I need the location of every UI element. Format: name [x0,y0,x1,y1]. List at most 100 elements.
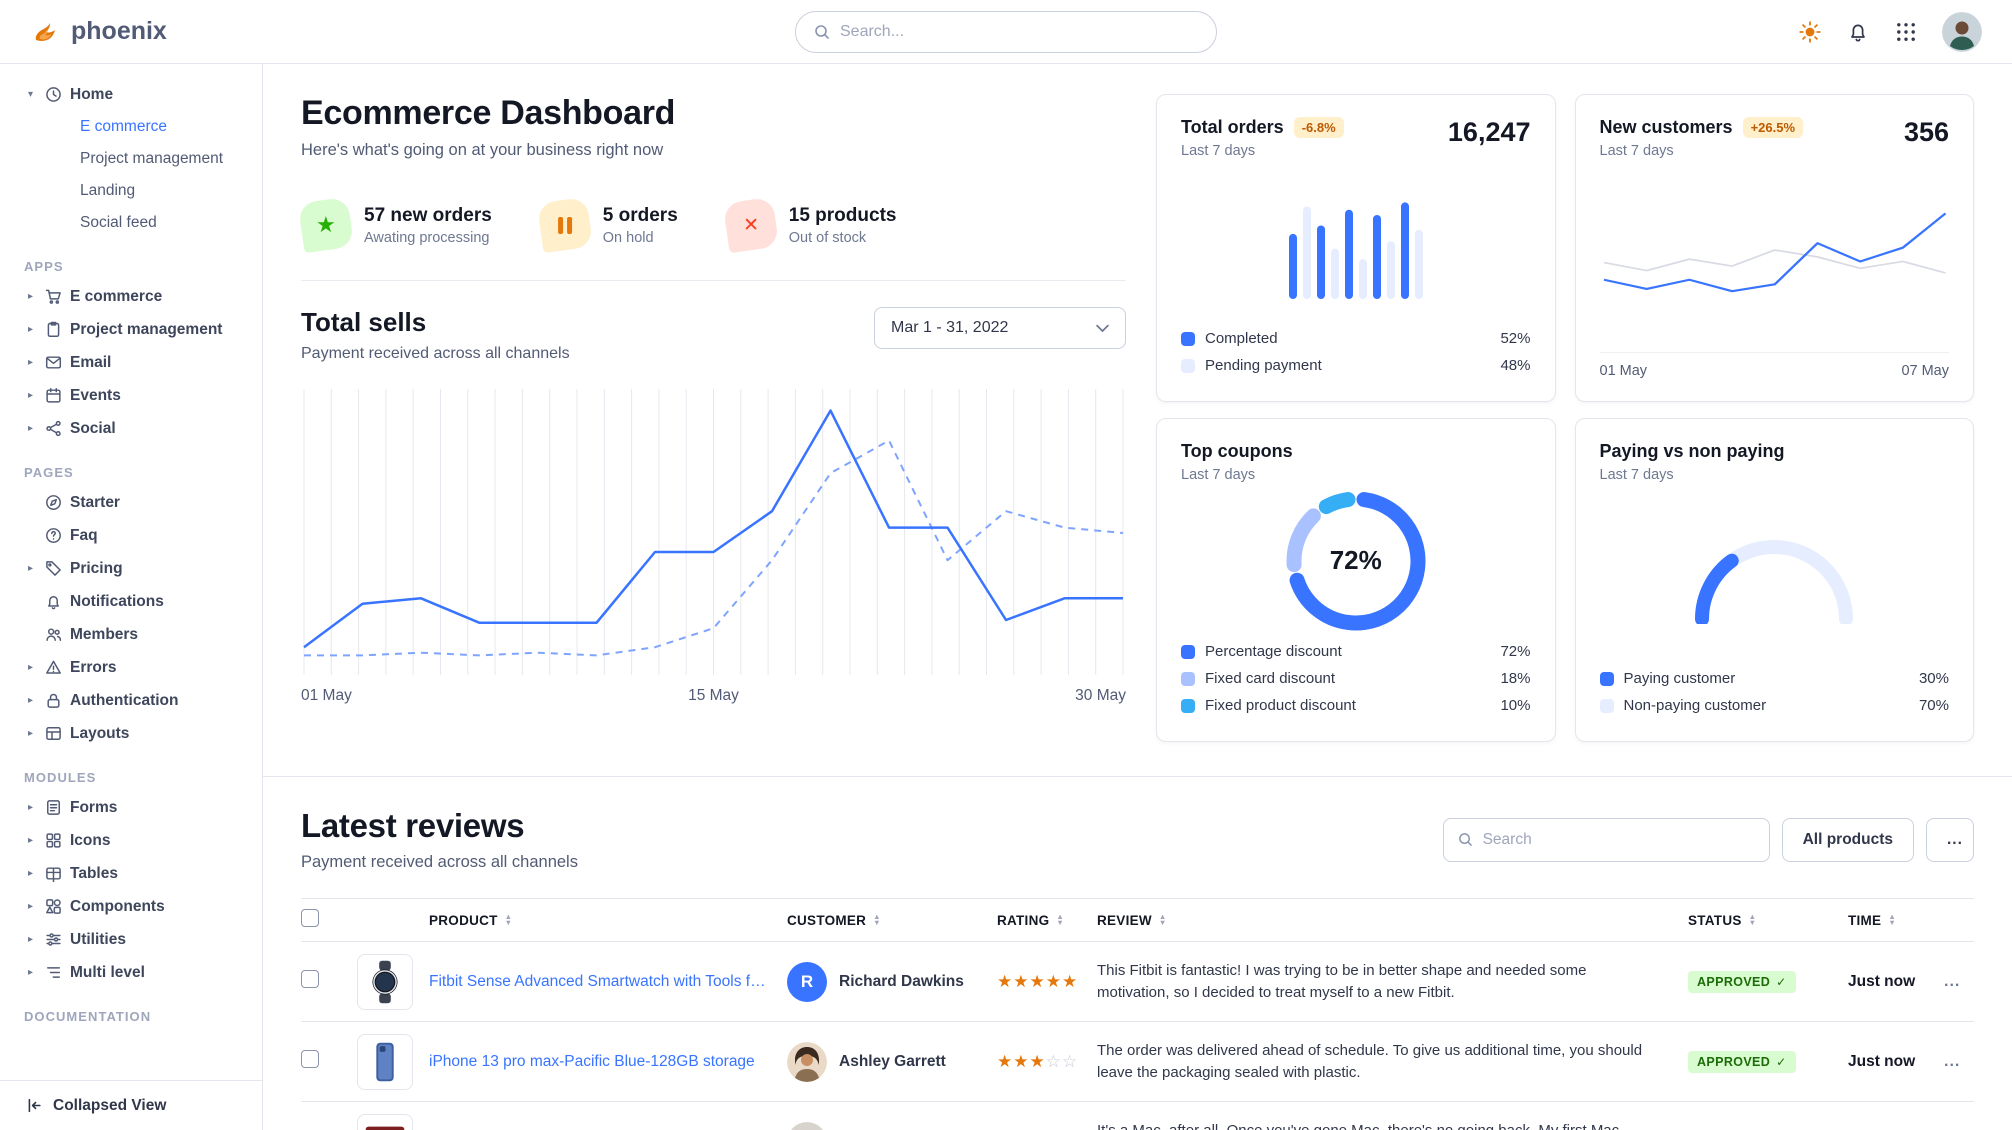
stat-new-orders: ★ 57 new orders Awating processing [297,196,492,254]
sidebar-item-utilities[interactable]: ▸ Utilities [24,923,242,956]
sort-icon: ▲ ▼ [873,911,881,927]
sidebar-item-ecommerce-app[interactable]: ▸ E commerce [24,280,242,313]
sidebar-item-errors[interactable]: ▸ Errors [24,651,242,684]
column-header-rating[interactable]: RATING ▲ ▼ [997,911,1065,928]
chevron-right-icon: ▸ [27,291,34,302]
cart-icon [45,288,62,305]
column-header-time[interactable]: TIME ▲ ▼ [1848,911,1897,928]
sidebar-item-forms[interactable]: ▸ Forms [24,791,242,824]
sidebar-item-home[interactable]: ▾ Home [24,78,242,111]
sidebar-item-multi-level[interactable]: ▸ Multi level [24,956,242,989]
sliders-icon [45,931,62,948]
sidebar-item-landing[interactable]: Landing [80,182,136,199]
sidebar-item-email[interactable]: ▸ Email [24,346,242,379]
check-icon: ✓ [1776,974,1787,989]
select-all-checkbox[interactable] [301,908,319,927]
sidebar-item-pricing[interactable]: ▸ Pricing [24,552,242,585]
compass-icon [45,494,62,511]
sidebar-nav: ▾ Home E commerce Project management Lan… [0,64,262,1025]
sidebar-section-modules: MODULES [24,770,97,785]
row-actions-button[interactable]: ... [1944,1052,1961,1070]
sidebar-item-events[interactable]: ▸ Events [24,379,242,412]
sidebar-item-ecommerce[interactable]: E commerce [80,118,167,135]
sun-icon [1798,20,1822,44]
apps-menu-button[interactable] [1894,20,1918,44]
search-input[interactable] [840,22,1198,41]
main-content: Ecommerce Dashboard Here's what's going … [263,64,2012,1130]
sidebar-item-components[interactable]: ▸ Components [24,890,242,923]
table-row: Fitbit Sense Advanced Smartwatch with To… [301,942,1974,1022]
sidebar-item-tables[interactable]: ▸ Tables [24,857,242,890]
chevron-down-icon [1096,324,1109,333]
chevron-right-icon: ▸ [27,868,34,879]
sidebar-item-project-management[interactable]: Project management [80,150,224,167]
calendar-icon [45,387,62,404]
total-sells-subtitle: Payment received across all channels [301,345,570,362]
theme-toggle-button[interactable] [1798,20,1822,44]
sidebar-item-authentication[interactable]: ▸ Authentication [24,684,242,717]
mail-icon [45,354,62,371]
legend-swatch [1181,331,1195,346]
user-avatar[interactable] [1942,11,1982,52]
dashboard-left: Ecommerce Dashboard Here's what's going … [297,94,1126,742]
sidebar-item-faq[interactable]: Faq [24,519,242,552]
global-search[interactable] [795,10,1217,53]
customer-name: Ashley Garrett [839,1052,946,1070]
sidebar-item-social-feed[interactable]: Social feed [80,214,157,231]
total-orders-value: 16,247 [1447,117,1531,147]
top-coupons-donut-chart [1286,491,1426,631]
legend-swatch [1599,698,1614,713]
date-range-select[interactable]: Mar 1 - 31, 2022 [874,307,1126,349]
brand[interactable]: phoenix [30,16,167,48]
page-subtitle: Here's what's going on at your business … [301,141,664,159]
clock-icon [45,86,62,103]
sidebar-item-notifications[interactable]: Notifications [24,585,242,618]
reviews-search[interactable] [1442,817,1770,862]
sort-icon: ▲ ▼ [1056,911,1065,927]
more-options-button[interactable]: ... [1926,817,1974,862]
row-checkbox[interactable] [301,1050,319,1068]
sidebar-item-members[interactable]: Members [24,618,242,651]
notifications-button[interactable] [1846,20,1870,44]
legend-item: Paying customer 30% [1599,665,1949,692]
chevron-right-icon: ▸ [27,563,34,574]
product-link[interactable]: iPhone 13 pro max-Pacific Blue-128GB sto… [429,1052,755,1070]
column-header-review[interactable]: REVIEW ▲ ▼ [1097,911,1167,928]
rating-stars: ★★★☆☆ [997,1051,1079,1071]
chevron-right-icon: ▸ [27,390,34,401]
column-header-status[interactable]: STATUS ▲ ▼ [1688,911,1757,928]
sidebar-item-starter[interactable]: Starter [24,486,242,519]
reviews-table: PRODUCT ▲ ▼ CUSTOMER ▲ ▼ RATING ▲ ▼ REVIEW ▲ ▼ S… [301,898,1974,1130]
table-row: iPhone 13 pro max-Pacific Blue-128GB sto… [301,1022,1974,1102]
table-icon [45,865,62,882]
sidebar-item-project-management-app[interactable]: ▸ Project management [24,313,242,346]
product-link[interactable]: Fitbit Sense Advanced Smartwatch with To… [429,972,771,990]
search-icon [814,24,830,40]
product-image [357,1033,413,1090]
chevron-right-icon: ▸ [27,967,34,978]
all-products-button[interactable]: All products [1781,817,1914,862]
status-badge: APPROVED ✓ [1688,970,1796,993]
sort-icon: ▲ ▼ [1888,911,1897,927]
sidebar-item-social[interactable]: ▸ Social [24,412,242,445]
collapse-view-button[interactable]: Collapsed View [0,1080,262,1130]
legend-item: Completed 52% [1181,325,1531,352]
column-header-product[interactable]: PRODUCT ▲ ▼ [429,911,513,928]
paying-gauge-chart [1695,540,1854,624]
legend-item: Percentage discount 72% [1181,638,1531,665]
total-sells-title: Total sells [301,307,427,337]
sidebar-item-icons[interactable]: ▸ Icons [24,824,242,857]
customer-avatar: R [787,961,827,1002]
row-checkbox[interactable] [301,970,319,988]
row-actions-button[interactable]: ... [1944,972,1961,990]
sidebar-item-layouts[interactable]: ▸ Layouts [24,717,242,750]
bell-icon [45,593,62,610]
total-sells-chart [303,389,1124,675]
divider [301,280,1126,281]
sidebar-item-label: Home [70,85,114,103]
sidebar: ▾ Home E commerce Project management Lan… [0,64,263,1130]
list-icon [45,964,62,981]
column-header-customer[interactable]: CUSTOMER ▲ ▼ [787,911,881,928]
reviews-search-input[interactable] [1482,830,1755,849]
customer-avatar [787,1041,827,1082]
